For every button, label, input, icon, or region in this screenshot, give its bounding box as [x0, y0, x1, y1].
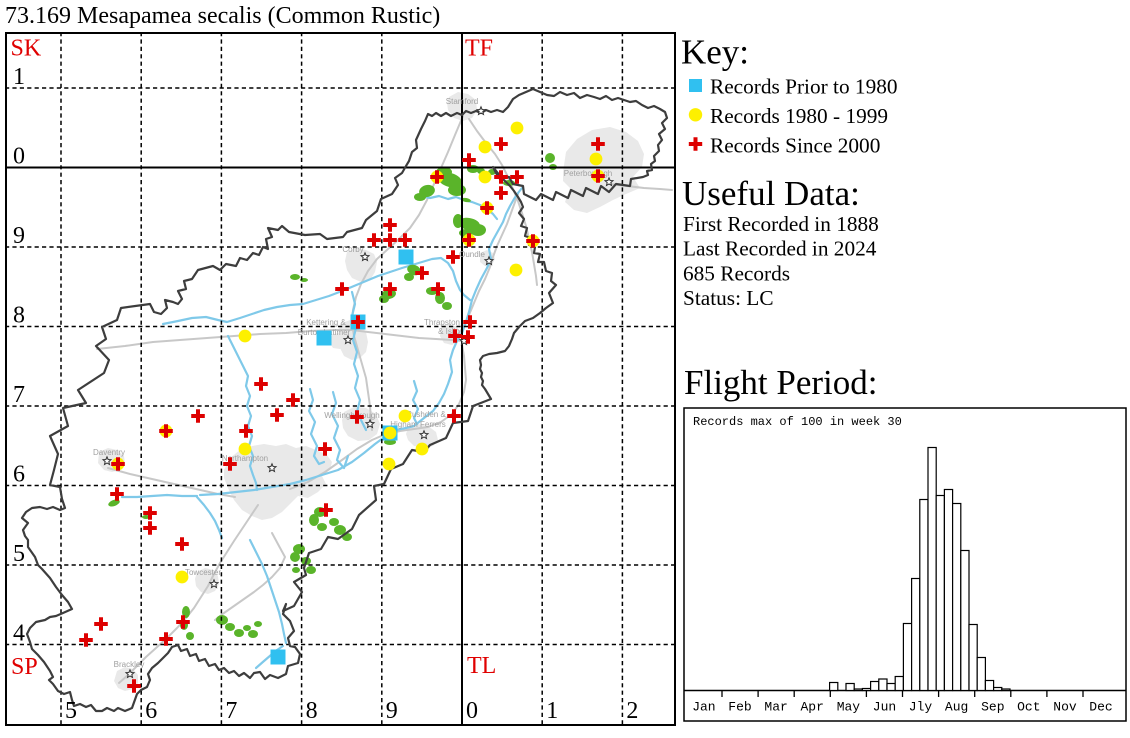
svg-text:8: 8 [13, 303, 25, 329]
svg-text:Apr: Apr [800, 700, 823, 715]
svg-text:0: 0 [466, 698, 478, 724]
svg-text:0: 0 [13, 144, 25, 170]
svg-text:Sep: Sep [981, 700, 1004, 715]
svg-text:Dec: Dec [1089, 700, 1112, 715]
svg-text:685 Records: 685 Records [683, 261, 790, 285]
svg-text:Higham Ferrers: Higham Ferrers [390, 420, 446, 429]
svg-text:Records 1980 - 1999: Records 1980 - 1999 [710, 104, 888, 128]
svg-text:Stamford: Stamford [446, 97, 478, 106]
svg-text:1: 1 [13, 64, 25, 90]
svg-text:4: 4 [13, 621, 25, 647]
svg-text:Records Prior to 1980: Records Prior to 1980 [710, 75, 898, 99]
svg-text:Aug: Aug [945, 700, 968, 715]
svg-text:Corby: Corby [342, 245, 363, 254]
svg-text:Jly: Jly [909, 700, 933, 715]
svg-text:Last Recorded in 2024: Last Recorded in 2024 [683, 237, 877, 261]
svg-text:Records Since 2000: Records Since 2000 [710, 134, 880, 158]
svg-text:Records max of 100 in week 30: Records max of 100 in week 30 [693, 415, 902, 429]
svg-text:9: 9 [386, 698, 398, 724]
svg-text:Towcester: Towcester [185, 568, 221, 577]
svg-text:Oct: Oct [1017, 700, 1040, 715]
svg-text:Kettering &: Kettering & [306, 318, 346, 327]
svg-text:Jan: Jan [692, 700, 715, 715]
svg-text:Brackley: Brackley [114, 660, 145, 669]
svg-text:8: 8 [306, 698, 318, 724]
svg-text:1: 1 [546, 698, 558, 724]
svg-text:& Islip: & Islip [438, 327, 460, 336]
svg-text:5: 5 [13, 541, 25, 567]
svg-text:Useful Data:: Useful Data: [682, 174, 860, 213]
svg-text:6: 6 [13, 462, 25, 488]
svg-text:7: 7 [225, 698, 237, 724]
svg-text:Feb: Feb [728, 700, 751, 715]
svg-text:6: 6 [145, 698, 157, 724]
svg-text:Daventry: Daventry [93, 448, 125, 457]
svg-text:Mar: Mar [764, 700, 787, 715]
svg-text:7: 7 [13, 382, 25, 408]
svg-text:SK: SK [11, 36, 42, 62]
svg-text:Northampton: Northampton [222, 454, 268, 463]
svg-text:Thrapston: Thrapston [424, 318, 460, 327]
svg-text:Oundle: Oundle [459, 250, 485, 259]
svg-text:TF: TF [465, 36, 493, 62]
svg-text:Nov: Nov [1053, 700, 1077, 715]
svg-text:Flight Period:: Flight Period: [684, 363, 878, 402]
svg-text:Jun: Jun [873, 700, 896, 715]
svg-text:Status: LC: Status: LC [683, 286, 774, 310]
svg-text:Rushden &: Rushden & [406, 410, 446, 419]
svg-text:9: 9 [13, 223, 25, 249]
svg-text:Peterborough: Peterborough [564, 169, 612, 178]
svg-text:TL: TL [467, 653, 496, 679]
svg-text:Key:: Key: [681, 33, 749, 72]
svg-text:73.169 Mesapamea secalis (Comm: 73.169 Mesapamea secalis (Common Rustic) [5, 3, 440, 29]
svg-text:May: May [837, 700, 861, 715]
svg-text:First Recorded in 1888: First Recorded in 1888 [683, 212, 879, 236]
svg-text:SP: SP [11, 654, 38, 680]
svg-text:5: 5 [65, 698, 77, 724]
svg-text:2: 2 [626, 698, 638, 724]
